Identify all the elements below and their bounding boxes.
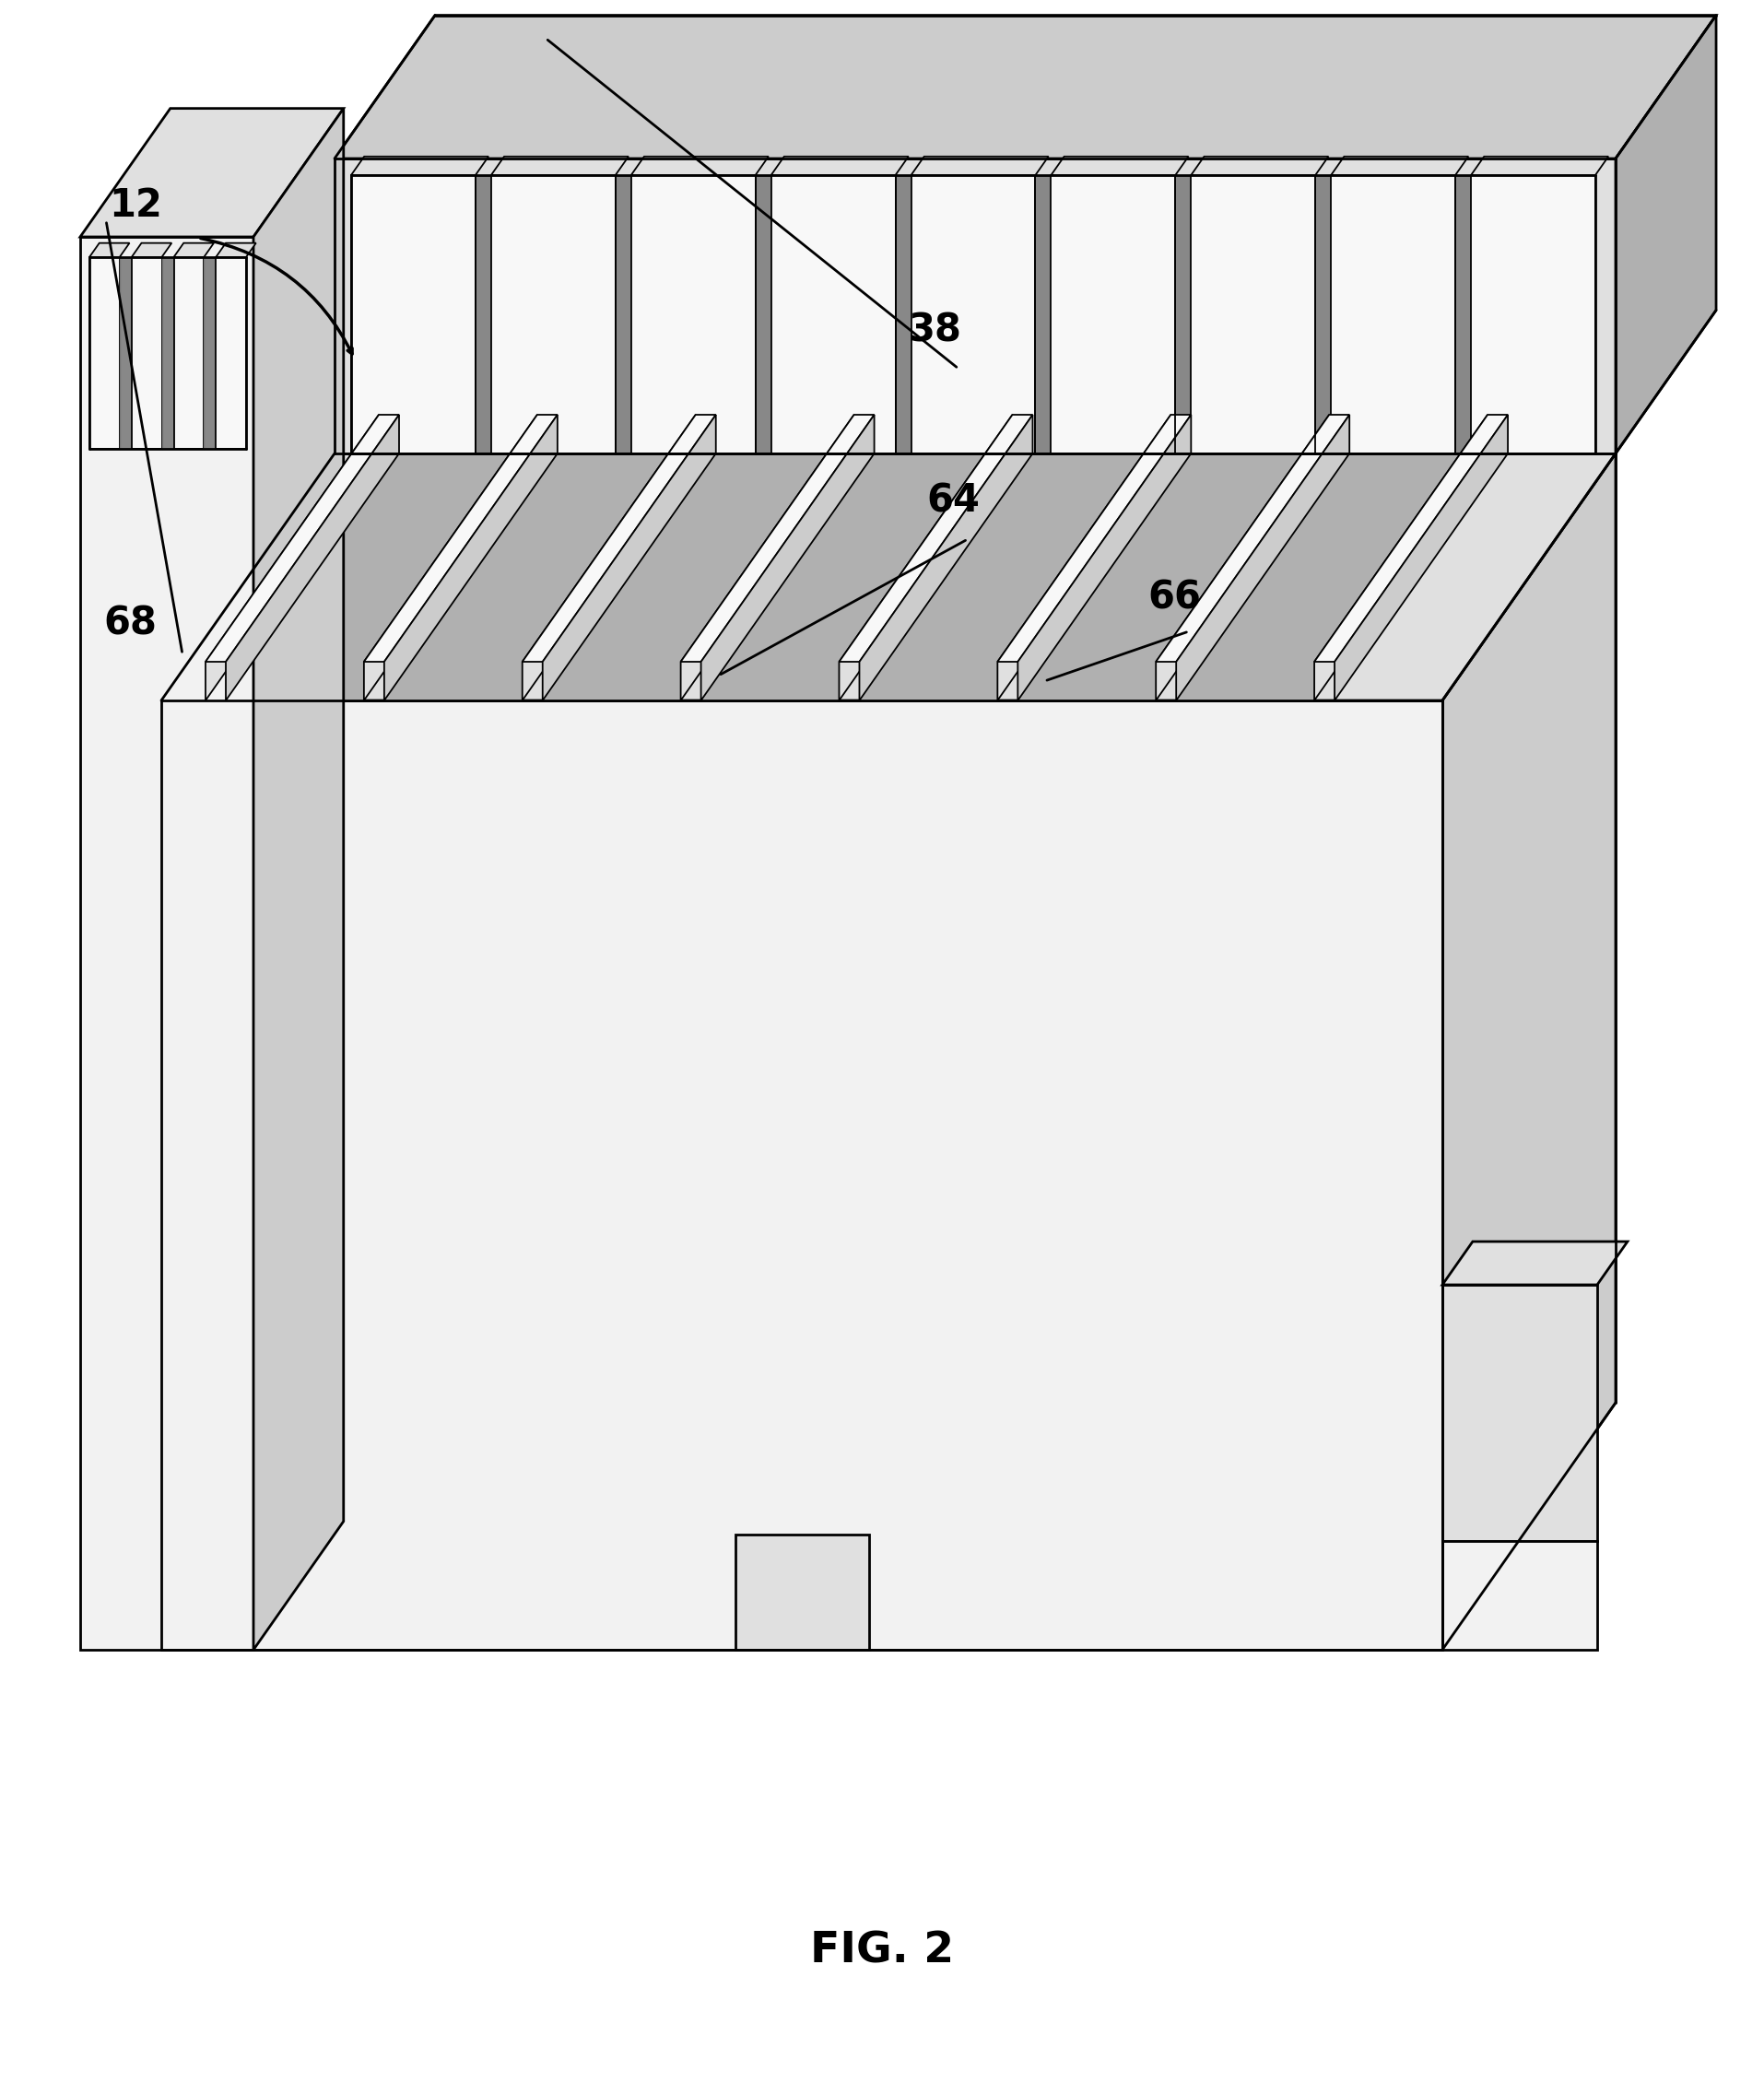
Polygon shape — [132, 243, 171, 258]
Polygon shape — [1335, 415, 1508, 701]
Polygon shape — [215, 243, 256, 258]
Polygon shape — [1616, 15, 1716, 454]
Polygon shape — [162, 258, 173, 448]
Polygon shape — [681, 415, 854, 701]
Polygon shape — [1314, 415, 1508, 662]
Polygon shape — [1332, 176, 1455, 454]
Polygon shape — [1471, 176, 1595, 454]
Polygon shape — [700, 454, 1013, 701]
Text: 12: 12 — [109, 186, 162, 224]
Polygon shape — [161, 701, 1443, 1650]
Polygon shape — [1443, 1286, 1596, 1541]
Text: 38: 38 — [908, 310, 961, 350]
Polygon shape — [840, 415, 1032, 662]
Polygon shape — [1175, 176, 1191, 454]
Polygon shape — [363, 415, 538, 701]
Polygon shape — [1155, 415, 1330, 701]
Text: FIG. 2: FIG. 2 — [810, 1931, 954, 1973]
Polygon shape — [206, 415, 399, 662]
Polygon shape — [1191, 176, 1316, 454]
Polygon shape — [173, 243, 213, 258]
Polygon shape — [1051, 157, 1189, 176]
Polygon shape — [910, 176, 1035, 454]
Polygon shape — [910, 157, 1048, 176]
Text: 66: 66 — [1147, 578, 1201, 616]
Polygon shape — [490, 176, 616, 454]
Polygon shape — [206, 415, 379, 701]
Polygon shape — [254, 109, 344, 1650]
Polygon shape — [896, 176, 910, 454]
Polygon shape — [543, 454, 854, 701]
Polygon shape — [681, 415, 875, 662]
Polygon shape — [1177, 454, 1487, 701]
Polygon shape — [79, 109, 344, 237]
Polygon shape — [351, 157, 489, 176]
Polygon shape — [522, 415, 695, 701]
Polygon shape — [1035, 176, 1051, 454]
Polygon shape — [490, 157, 628, 176]
Polygon shape — [205, 258, 215, 448]
Polygon shape — [335, 15, 1716, 159]
Polygon shape — [997, 415, 1191, 662]
Polygon shape — [616, 176, 632, 454]
Polygon shape — [755, 176, 771, 454]
Polygon shape — [226, 454, 538, 701]
Polygon shape — [1443, 1541, 1596, 1650]
Polygon shape — [1316, 176, 1332, 454]
Polygon shape — [1177, 415, 1349, 701]
Text: 64: 64 — [926, 482, 979, 519]
Polygon shape — [351, 176, 476, 454]
Polygon shape — [997, 415, 1171, 701]
Polygon shape — [1443, 1242, 1628, 1286]
Polygon shape — [79, 237, 254, 1650]
Polygon shape — [1443, 454, 1616, 1650]
Polygon shape — [700, 415, 875, 701]
Polygon shape — [1314, 415, 1487, 701]
Polygon shape — [771, 157, 908, 176]
Polygon shape — [1018, 415, 1191, 701]
Polygon shape — [363, 415, 557, 662]
Polygon shape — [1018, 454, 1330, 701]
Polygon shape — [632, 176, 755, 454]
Polygon shape — [385, 454, 695, 701]
Polygon shape — [90, 258, 120, 448]
Polygon shape — [173, 258, 205, 448]
Polygon shape — [120, 258, 132, 448]
Polygon shape — [1155, 415, 1349, 662]
Polygon shape — [132, 258, 162, 448]
Polygon shape — [215, 258, 245, 448]
Polygon shape — [476, 176, 490, 454]
Polygon shape — [1191, 157, 1328, 176]
Polygon shape — [840, 415, 1013, 701]
Polygon shape — [859, 415, 1032, 701]
Polygon shape — [161, 454, 1616, 701]
Polygon shape — [385, 415, 557, 701]
Polygon shape — [522, 415, 716, 662]
Polygon shape — [736, 1535, 868, 1650]
Polygon shape — [226, 415, 399, 701]
Polygon shape — [632, 157, 769, 176]
Polygon shape — [1471, 157, 1609, 176]
Polygon shape — [543, 415, 716, 701]
Polygon shape — [335, 159, 1616, 454]
Text: 68: 68 — [104, 603, 157, 643]
Polygon shape — [1051, 176, 1175, 454]
Polygon shape — [771, 176, 896, 454]
Polygon shape — [1455, 176, 1471, 454]
Polygon shape — [859, 454, 1171, 701]
Polygon shape — [1332, 157, 1468, 176]
Polygon shape — [90, 243, 129, 258]
